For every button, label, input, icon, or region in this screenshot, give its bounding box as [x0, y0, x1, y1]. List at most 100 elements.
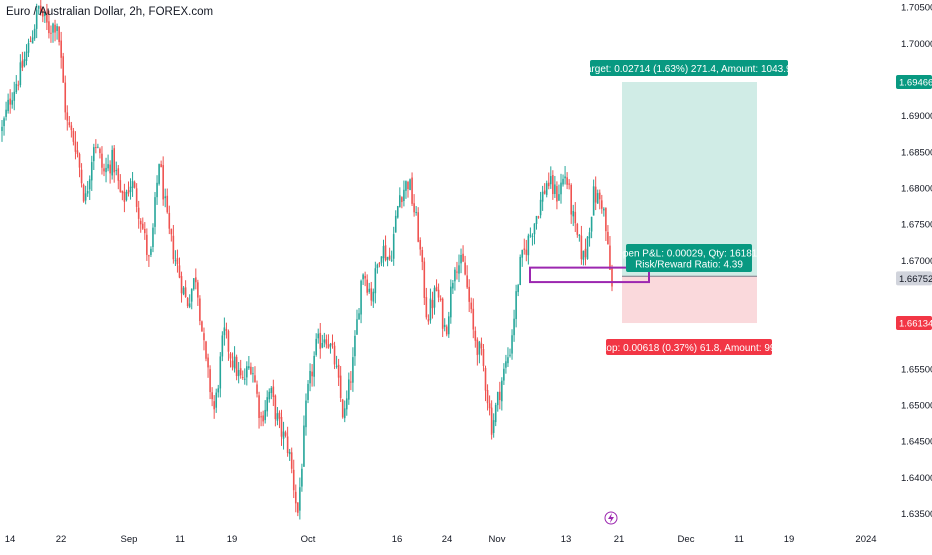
candle-body: [543, 190, 546, 194]
candle-body: [596, 193, 599, 204]
candle-body: [131, 181, 134, 188]
candle-body: [101, 153, 103, 168]
candle-body: [31, 37, 34, 44]
candle-body: [458, 265, 460, 274]
candle-body: [511, 335, 513, 354]
candle-body: [123, 191, 126, 202]
x-tick-label: 16: [392, 534, 403, 545]
candle-body: [168, 212, 171, 229]
candle-body: [243, 378, 246, 380]
candle-body: [364, 275, 366, 279]
candle-body: [507, 357, 509, 364]
position-zones-layer: [622, 82, 757, 324]
candle-body: [435, 286, 438, 292]
x-tick-label: 21: [614, 534, 625, 545]
candle-body: [486, 389, 489, 404]
candle-body: [133, 182, 136, 188]
y-tick-label: 1.69000: [901, 111, 932, 122]
candle-body: [498, 391, 501, 401]
candle-body: [547, 182, 550, 187]
candle-body: [441, 298, 444, 329]
candle-body: [190, 288, 193, 302]
candle-body: [35, 9, 38, 29]
candle-body: [564, 176, 566, 179]
candle-body: [262, 415, 264, 422]
y-tick-label: 1.64500: [901, 437, 932, 448]
x-tick-label: 19: [784, 534, 795, 545]
candle-body: [392, 234, 395, 259]
candle-body: [252, 373, 254, 375]
candle-body: [350, 381, 352, 383]
candle-body: [484, 367, 487, 391]
candle-body: [246, 366, 248, 378]
candle-body: [388, 255, 391, 260]
y-tick-label: 1.68000: [901, 184, 932, 195]
candle-body: [368, 288, 371, 292]
candle-body: [288, 451, 291, 455]
candle-body: [278, 412, 281, 419]
candle-body: [590, 216, 593, 232]
lightning-icon: [608, 513, 614, 523]
candle-body: [345, 398, 348, 410]
candle-body: [401, 197, 403, 203]
candle-body: [405, 181, 407, 191]
candle-body: [384, 245, 387, 261]
candle-body: [84, 193, 87, 201]
candle-body: [429, 298, 432, 321]
candle-body: [42, 10, 44, 17]
candle-body: [566, 177, 568, 185]
candle-body: [549, 176, 552, 185]
candle-body: [529, 234, 532, 236]
candle-body: [419, 240, 422, 250]
candle-body: [264, 409, 266, 421]
candle-body: [50, 32, 52, 34]
candle-body: [552, 175, 554, 195]
candle-body: [254, 375, 256, 383]
candle-body: [180, 276, 183, 294]
candle-body: [27, 42, 30, 53]
candle-body: [299, 487, 301, 511]
candle-body: [394, 215, 397, 233]
candle-body: [437, 289, 440, 298]
candle-body: [297, 502, 299, 513]
y-tick-label: 1.65500: [901, 364, 932, 375]
candle-body: [294, 491, 297, 504]
candle-body: [13, 91, 16, 101]
candle-body: [21, 60, 24, 68]
candle-body: [166, 195, 169, 213]
candle-body: [23, 59, 26, 67]
candle-body: [323, 339, 326, 343]
candle-body: [199, 298, 201, 322]
target-price-tag: 1.69466: [896, 75, 932, 90]
candle-body: [303, 425, 305, 467]
candle-body: [82, 184, 85, 202]
candle-body: [533, 223, 536, 235]
candle-body: [25, 51, 28, 61]
time-axis: [0, 530, 893, 550]
candle-body: [588, 232, 591, 239]
candle-body: [78, 154, 81, 168]
candle-body: [290, 452, 293, 469]
candle-body: [433, 287, 436, 308]
candle-body: [266, 397, 269, 412]
candle-body: [427, 319, 430, 322]
candle-body: [5, 109, 7, 117]
candle-body: [454, 269, 456, 282]
x-tick-label: 11: [734, 534, 744, 545]
candle-body: [460, 254, 462, 264]
candle-body: [341, 399, 344, 418]
candle-body: [197, 282, 199, 298]
candle-body: [541, 191, 544, 202]
candle-body: [103, 168, 105, 172]
candle-body: [292, 469, 295, 491]
candle-body: [582, 250, 585, 260]
candle-body: [174, 260, 177, 262]
pnl-label: Open P&L: 0.00029, Qty: 161812: [615, 249, 763, 260]
candle-body: [88, 179, 91, 190]
candle-body: [356, 319, 358, 335]
candle-body: [545, 183, 548, 195]
candle-body: [66, 112, 69, 121]
